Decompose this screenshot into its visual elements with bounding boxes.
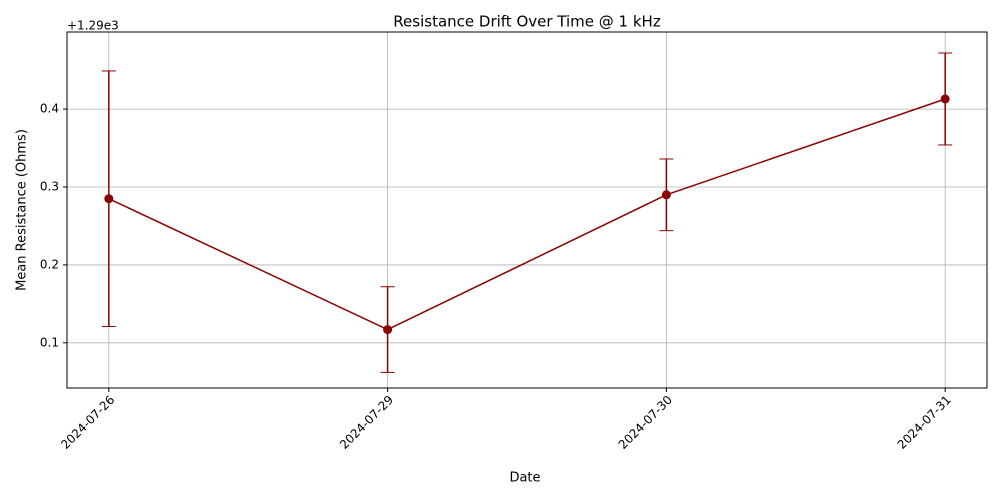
chart-title: Resistance Drift Over Time @ 1 kHz: [393, 13, 661, 31]
y-tick-label: 0.1: [40, 335, 59, 349]
y-tick-label: 0.4: [40, 102, 59, 116]
y-offset-label: +1.29e3: [67, 19, 119, 33]
plot-frame: [66, 31, 988, 389]
marker: [383, 325, 393, 335]
marker: [940, 94, 950, 104]
line: [108, 98, 946, 331]
x-axis-label: Date: [509, 471, 540, 486]
y-axis-label: Mean Resistance (Ohms): [15, 129, 30, 291]
marker: [661, 190, 671, 200]
y-tick-label: 0.2: [40, 257, 59, 271]
y-tick-label: 0.3: [40, 180, 59, 194]
marker: [104, 194, 114, 204]
